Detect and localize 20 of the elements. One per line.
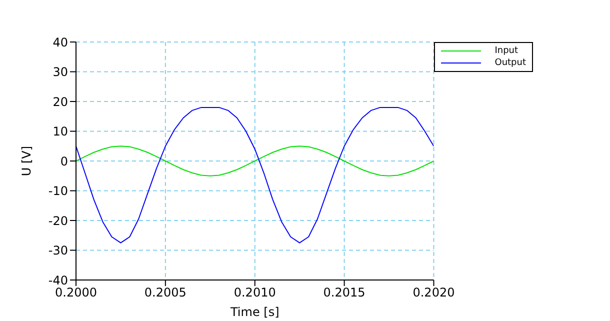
y-tick-label: -20 <box>48 214 68 228</box>
line-series <box>76 106 434 244</box>
x-axis-title: Time [s] <box>229 305 280 319</box>
y-tick-label: 10 <box>52 124 68 139</box>
legend-label: Input <box>494 45 518 57</box>
x-tick-label: 0.2005 <box>144 286 186 300</box>
y-tick-label: 40 <box>52 35 68 50</box>
y-tick-label: 20 <box>52 94 68 109</box>
y-tick-label: -10 <box>48 184 68 198</box>
y-tick-label: 0 <box>60 154 68 168</box>
x-tick-label: 0.2020 <box>412 286 455 300</box>
y-axis-title: U [V] <box>19 146 34 176</box>
y-tick-label: 30 <box>52 65 68 80</box>
y-tick-label: -40 <box>48 273 68 288</box>
line-series <box>76 146 434 176</box>
x-tick-label: 0.2010 <box>234 286 276 300</box>
x-tick-label: 0.2000 <box>55 286 97 300</box>
y-tick-label: -30 <box>48 244 68 258</box>
x-tick-label: 0.2015 <box>323 286 366 300</box>
legend-label: Output <box>494 57 526 69</box>
